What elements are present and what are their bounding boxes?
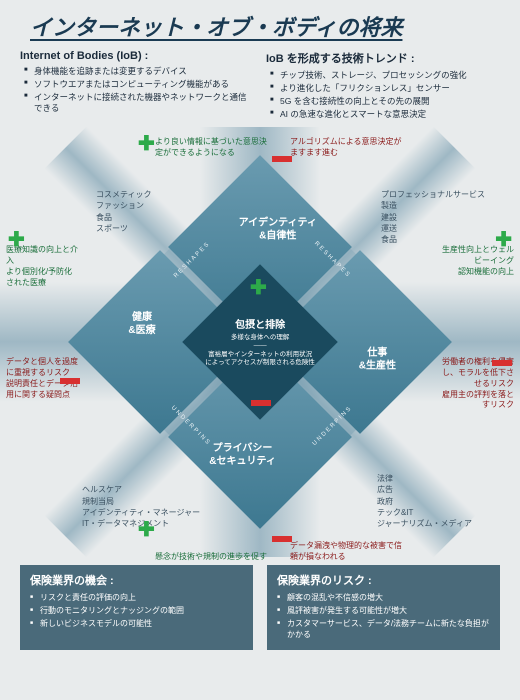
box-opportunities: 保険業界の機会 : リスクと責任の評価の向上 行動のモニタリングとナッジングの範… — [20, 565, 253, 650]
list-item: リスクと責任の評価の向上 — [30, 592, 243, 605]
plus-icon: ✚ — [8, 227, 25, 252]
corner-br: 法律広告政府テック&ITジャーナリズム・メディア — [377, 473, 472, 529]
plus-icon: ✚ — [138, 131, 155, 156]
diagram: アイデンティティ&自律性 仕事&生産性 プライバシー&セキュリティ 健康&医療 … — [0, 127, 520, 557]
right-column: IoB を形成する技術トレンド : チップ技術、ストレージ、プロセッシングの強化… — [266, 50, 500, 121]
list-item: 行動のモニタリングとナッジングの範囲 — [30, 605, 243, 618]
list-item: 新しいビジネスモデルの可能性 — [30, 618, 243, 631]
petal-top-label: アイデンティティ&自律性 — [239, 217, 317, 243]
list-item: カスタマーサービス、データ/法務チームに新たな負担がかかる — [277, 618, 490, 642]
plus-icon: ✚ — [138, 517, 155, 542]
box-right-title: 保険業界のリスク : — [277, 572, 490, 588]
pm-top-left: より良い情報に基づいた意思決定ができるようになる — [155, 137, 270, 158]
list-item: AI の急速な進化とスマートな意思決定 — [270, 108, 500, 121]
minus-icon: ▬ — [251, 389, 271, 412]
list-item: チップ技術、ストレージ、プロセッシングの強化 — [270, 69, 500, 82]
petal-left-label: 健康&医療 — [129, 312, 156, 338]
bottom-boxes: 保険業界の機会 : リスクと責任の評価の向上 行動のモニタリングとナッジングの範… — [0, 557, 520, 650]
pm-bot-left: 懸念が技術や規制の進歩を促す — [155, 552, 270, 562]
petal-bottom-label: プライバシー&セキュリティ — [209, 442, 276, 468]
corner-tr: プロフェッショナルサービス製造建設運送食品 — [381, 189, 485, 245]
list-item: 5G を含む接続性の向上とその先の展開 — [270, 95, 500, 108]
plus-icon: ✚ — [495, 227, 512, 252]
top-columns: Internet of Bodies (IoB) : 身体機能を追跡または変更す… — [0, 46, 520, 127]
center-title: 包摂と排除 — [205, 316, 315, 331]
left-column: Internet of Bodies (IoB) : 身体機能を追跡または変更す… — [20, 50, 254, 121]
right-col-title: IoB を形成する技術トレンド : — [266, 50, 500, 66]
list-item: 身体機能を追跡または変更するデバイス — [24, 65, 254, 78]
list-item: ソフトウエアまたはコンピューティング機能がある — [24, 78, 254, 91]
list-item: より進化した「フリクションレス」センサー — [270, 82, 500, 95]
plus-icon: ✚ — [250, 275, 267, 300]
pm-top-right: アルゴリズムによる意思決定がますます進む — [290, 137, 405, 158]
pm-bot-right: データ漏洩や物理的な被害で信頼が損なわれる — [290, 541, 405, 562]
minus-icon: ▬ — [272, 525, 292, 548]
list-item: 風評被害が発生する可能性が増大 — [277, 605, 490, 618]
center-text: 多様な身体への理解――富裕層やインターネットの利用状況によってアクセスが制限され… — [205, 334, 315, 368]
list-item: 顧客の混乱や不信感の増大 — [277, 592, 490, 605]
minus-icon: ▬ — [60, 367, 80, 390]
left-col-title: Internet of Bodies (IoB) : — [20, 50, 254, 62]
petal-right-label: 仕事&生産性 — [359, 347, 396, 373]
minus-icon: ▬ — [272, 145, 292, 168]
page-title: インターネット・オブ・ボディの将来 — [0, 0, 520, 46]
corner-tl: コスメティックファッション食品スポーツ — [96, 189, 152, 234]
box-risks: 保険業界のリスク : 顧客の混乱や不信感の増大 風評被害が発生する可能性が増大 … — [267, 565, 500, 650]
box-left-title: 保険業界の機会 : — [30, 572, 243, 588]
list-item: インターネットに接続された機器やネットワークと通信できる — [24, 91, 254, 115]
minus-icon: ▬ — [492, 349, 512, 372]
